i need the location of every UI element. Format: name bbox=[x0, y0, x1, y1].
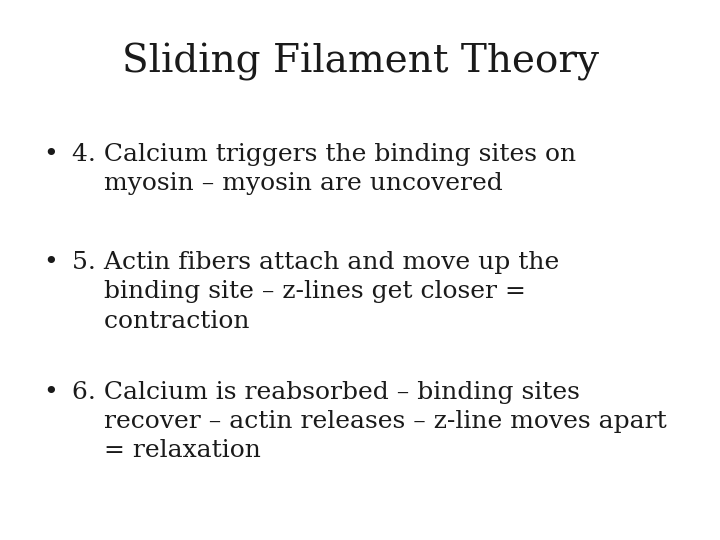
Text: •: • bbox=[43, 381, 58, 404]
Text: •: • bbox=[43, 143, 58, 166]
Text: 4. Calcium triggers the binding sites on
    myosin – myosin are uncovered: 4. Calcium triggers the binding sites on… bbox=[72, 143, 576, 195]
Text: 6. Calcium is reabsorbed – binding sites
    recover – actin releases – z-line m: 6. Calcium is reabsorbed – binding sites… bbox=[72, 381, 667, 462]
Text: •: • bbox=[43, 251, 58, 274]
Text: 5. Actin fibers attach and move up the
    binding site – z-lines get closer =
 : 5. Actin fibers attach and move up the b… bbox=[72, 251, 559, 333]
Text: Sliding Filament Theory: Sliding Filament Theory bbox=[122, 43, 598, 81]
